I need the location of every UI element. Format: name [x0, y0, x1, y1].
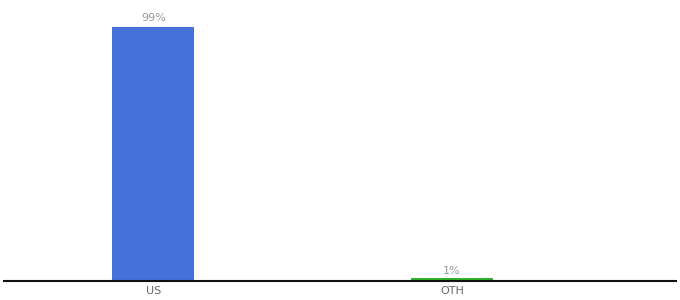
Bar	[411, 278, 493, 281]
Text: 1%: 1%	[443, 266, 461, 276]
Bar	[112, 27, 194, 281]
Text: 99%: 99%	[141, 14, 166, 23]
